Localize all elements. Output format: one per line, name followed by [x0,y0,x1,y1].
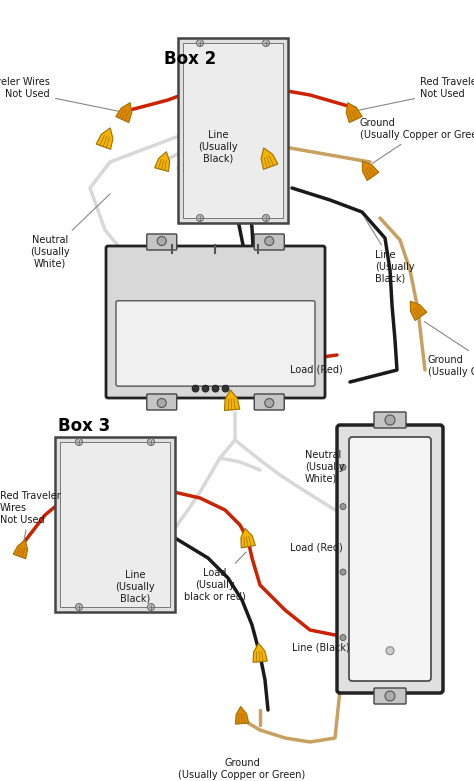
Text: Box 3: Box 3 [58,417,110,435]
Text: Ground
(Usually Copper or Green): Ground (Usually Copper or Green) [360,119,474,163]
Polygon shape [253,644,267,662]
FancyBboxPatch shape [55,437,175,612]
FancyBboxPatch shape [254,394,284,410]
Polygon shape [346,102,362,123]
Polygon shape [13,540,27,558]
FancyBboxPatch shape [374,412,406,428]
Circle shape [263,215,270,222]
Text: Ground
(Usually Copper or Green): Ground (Usually Copper or Green) [178,758,306,779]
Text: Line (Black): Line (Black) [292,643,350,653]
Circle shape [385,415,395,425]
Text: Red Traveler Wires
Not Used: Red Traveler Wires Not Used [0,77,124,112]
Circle shape [385,691,395,701]
FancyBboxPatch shape [106,246,325,398]
Text: Line
(Usually
Black): Line (Usually Black) [115,570,155,603]
Polygon shape [241,529,255,548]
Polygon shape [362,161,379,180]
Text: Box 2: Box 2 [164,50,216,68]
Circle shape [197,215,203,222]
FancyBboxPatch shape [337,425,443,693]
FancyBboxPatch shape [183,43,283,218]
Circle shape [75,604,82,611]
Circle shape [147,604,155,611]
Polygon shape [225,390,240,411]
Circle shape [386,647,394,654]
FancyBboxPatch shape [116,301,315,386]
Circle shape [265,237,274,245]
Circle shape [340,464,346,470]
Polygon shape [116,102,132,123]
Circle shape [197,40,203,47]
Circle shape [340,504,346,509]
Circle shape [157,237,166,245]
Text: Ground
(Usually Copper or Green): Ground (Usually Copper or Green) [424,322,474,376]
Polygon shape [410,301,427,320]
Polygon shape [261,148,278,169]
Circle shape [222,385,229,392]
Circle shape [263,40,270,47]
Polygon shape [236,707,249,724]
Polygon shape [155,152,170,172]
Text: Line
(Usually
Black): Line (Usually Black) [198,130,238,163]
FancyBboxPatch shape [147,234,177,250]
Text: Load (Red): Load (Red) [290,365,343,375]
Circle shape [202,385,209,392]
Text: Line
(Usually
Black): Line (Usually Black) [365,217,415,284]
Circle shape [75,438,82,445]
Text: Neutral
(Usually
White): Neutral (Usually White) [305,450,345,483]
FancyBboxPatch shape [349,437,431,681]
Circle shape [157,398,166,408]
FancyBboxPatch shape [147,394,177,410]
Circle shape [265,398,274,408]
Circle shape [147,438,155,445]
Text: Neutral
(Usually
White): Neutral (Usually White) [30,194,110,268]
Text: Red Traveler
Wires
Not Used: Red Traveler Wires Not Used [0,491,61,547]
Circle shape [340,569,346,575]
Text: Load (Red): Load (Red) [290,543,343,553]
Text: Load
(Usually
black or red): Load (Usually black or red) [184,552,246,601]
Circle shape [212,385,219,392]
FancyBboxPatch shape [178,38,288,223]
FancyBboxPatch shape [60,442,170,607]
Circle shape [340,635,346,640]
FancyBboxPatch shape [254,234,284,250]
Text: Red Traveler Wires
Not Used: Red Traveler Wires Not Used [353,77,474,112]
Circle shape [192,385,199,392]
Polygon shape [96,128,113,149]
FancyBboxPatch shape [374,688,406,704]
